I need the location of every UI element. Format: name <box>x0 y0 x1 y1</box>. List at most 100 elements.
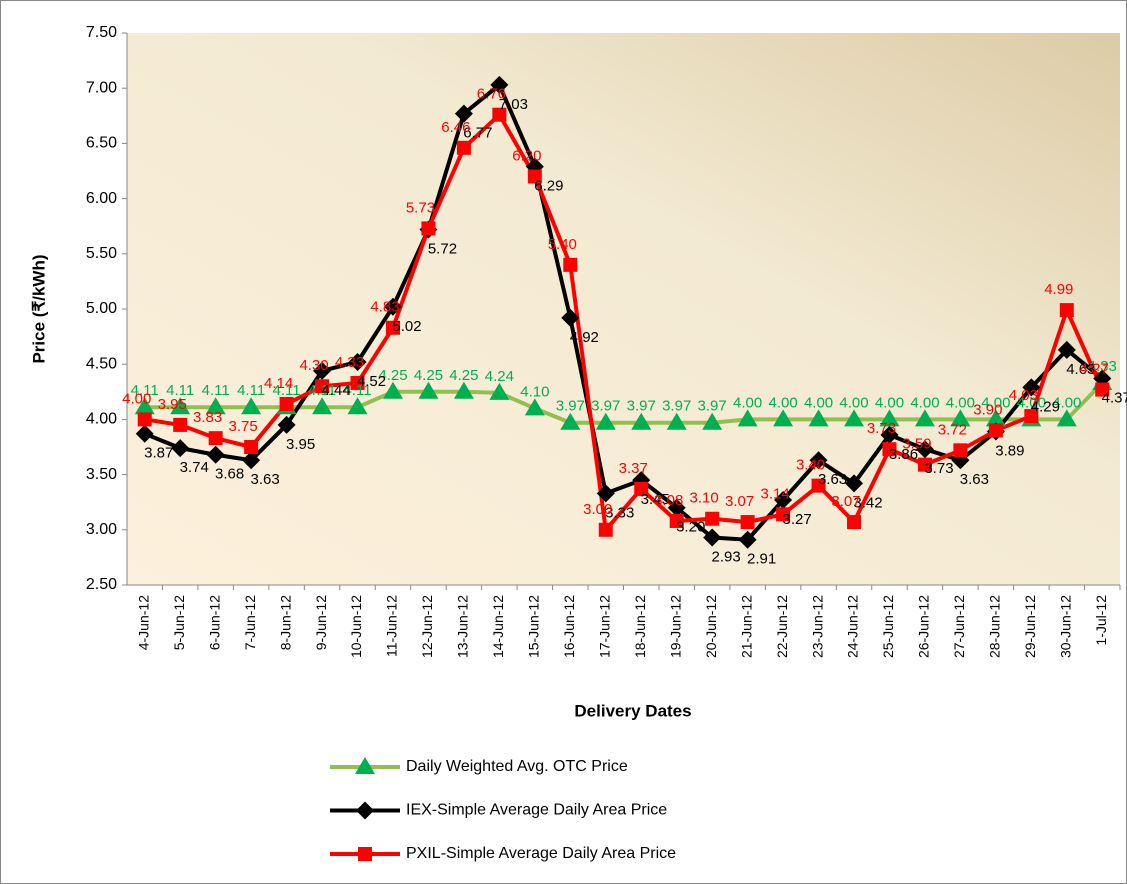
data-label: 5.40 <box>548 236 577 253</box>
x-tick-label: 22-Jun-12 <box>774 595 790 658</box>
data-point <box>669 513 684 528</box>
data-point <box>135 424 154 443</box>
data-label: 3.33 <box>605 504 634 521</box>
data-point <box>1022 378 1041 397</box>
data-point <box>776 507 791 522</box>
x-tick-label: 28-Jun-12 <box>987 595 1003 658</box>
data-label: 3.07 <box>725 493 754 510</box>
y-tick-label: 4.50 <box>86 355 117 372</box>
y-tick-label: 5.00 <box>86 300 117 317</box>
data-label: 3.42 <box>853 494 882 511</box>
data-point <box>882 442 897 457</box>
data-label: 3.40 <box>796 457 825 474</box>
data-point <box>953 443 968 458</box>
data-label: 4.00 <box>122 390 151 407</box>
data-point <box>350 375 365 390</box>
x-axis-title: Delivery Dates <box>574 701 691 720</box>
legend-label: IEX-Simple Average Daily Area Price <box>406 802 667 819</box>
x-tick-label: 17-Jun-12 <box>596 595 612 658</box>
series-line <box>143 82 1104 542</box>
plot-area <box>127 33 1120 585</box>
data-point <box>382 381 403 399</box>
data-point <box>988 423 1003 438</box>
data-label: 3.63 <box>818 471 847 488</box>
data-label: 4.30 <box>299 357 328 374</box>
data-point <box>880 425 899 444</box>
data-label: 4.11 <box>237 382 265 399</box>
data-point <box>809 451 828 470</box>
data-label: 3.90 <box>973 401 1002 418</box>
data-label: 4.63 <box>1066 361 1095 378</box>
data-label: 4.52 <box>357 373 386 390</box>
data-point <box>527 169 542 184</box>
data-point <box>596 484 615 503</box>
data-label: 4.11 <box>131 382 159 399</box>
x-tick-label: 30-Jun-12 <box>1058 595 1074 658</box>
data-point <box>705 511 720 526</box>
data-point <box>241 397 262 415</box>
legend-label: Daily Weighted Avg. OTC Price <box>406 758 628 775</box>
legend-marker <box>355 757 375 774</box>
x-tick-label: 20-Jun-12 <box>703 595 719 658</box>
data-point <box>950 409 971 427</box>
data-point <box>206 445 225 464</box>
data-point <box>561 308 580 327</box>
x-tick-label: 7-Jun-12 <box>242 595 258 650</box>
data-label: 3.08 <box>654 492 683 509</box>
data-label: 4.00 <box>839 394 868 411</box>
x-tick-label: 8-Jun-12 <box>277 595 293 650</box>
data-point <box>347 397 368 415</box>
x-tick-label: 11-Jun-12 <box>384 595 400 657</box>
data-point <box>1024 409 1039 424</box>
data-label: 4.14 <box>264 375 293 392</box>
data-point <box>740 515 755 530</box>
data-label: 3.73 <box>867 420 896 437</box>
data-point <box>915 440 934 459</box>
data-point <box>242 451 261 470</box>
x-tick-label: 6-Jun-12 <box>206 595 222 650</box>
data-label: 3.68 <box>215 466 244 483</box>
data-label: 4.00 <box>981 394 1010 411</box>
data-label: 4.00 <box>804 394 833 411</box>
data-point <box>312 397 333 415</box>
data-point <box>348 352 367 371</box>
data-label: 4.03 <box>1009 387 1038 404</box>
data-point <box>774 490 793 509</box>
data-point <box>1095 382 1110 397</box>
data-point <box>808 409 829 427</box>
data-label: 4.00 <box>910 394 939 411</box>
data-label: 3.74 <box>180 459 209 476</box>
data-label: 3.59 <box>902 436 931 453</box>
x-tick-label: 19-Jun-12 <box>667 595 683 658</box>
data-label: 6.76 <box>477 86 506 103</box>
data-label: 3.72 <box>938 421 967 438</box>
data-label: 6.20 <box>512 147 541 164</box>
data-point <box>421 221 436 236</box>
data-label: 4.00 <box>768 394 797 411</box>
data-label: 6.77 <box>463 125 492 142</box>
data-label: 3.95 <box>286 436 315 453</box>
data-point <box>1056 409 1077 427</box>
data-label: 4.99 <box>1044 281 1073 298</box>
data-label: 4.10 <box>520 383 549 400</box>
data-point <box>917 457 932 472</box>
x-tick-label: 15-Jun-12 <box>526 595 542 658</box>
x-tick-label: 24-Jun-12 <box>845 595 861 658</box>
data-label: 3.00 <box>583 501 612 518</box>
data-label: 2.93 <box>712 548 741 565</box>
data-point <box>985 409 1006 427</box>
data-point <box>173 417 188 432</box>
y-tick-label: 6.50 <box>86 135 117 152</box>
y-tick-label: 4.00 <box>86 411 117 428</box>
data-label: 3.87 <box>144 445 173 462</box>
x-tick-label: 13-Jun-12 <box>455 595 471 658</box>
data-point <box>418 381 439 399</box>
data-point <box>666 412 687 430</box>
data-label: 3.10 <box>690 490 719 507</box>
y-tick-label: 5.50 <box>86 245 117 262</box>
data-label: 3.20 <box>676 519 705 536</box>
data-label: 4.00 <box>733 394 762 411</box>
x-tick-label: 18-Jun-12 <box>632 595 648 658</box>
data-point <box>634 481 649 496</box>
x-tick-label: 5-Jun-12 <box>171 595 187 650</box>
